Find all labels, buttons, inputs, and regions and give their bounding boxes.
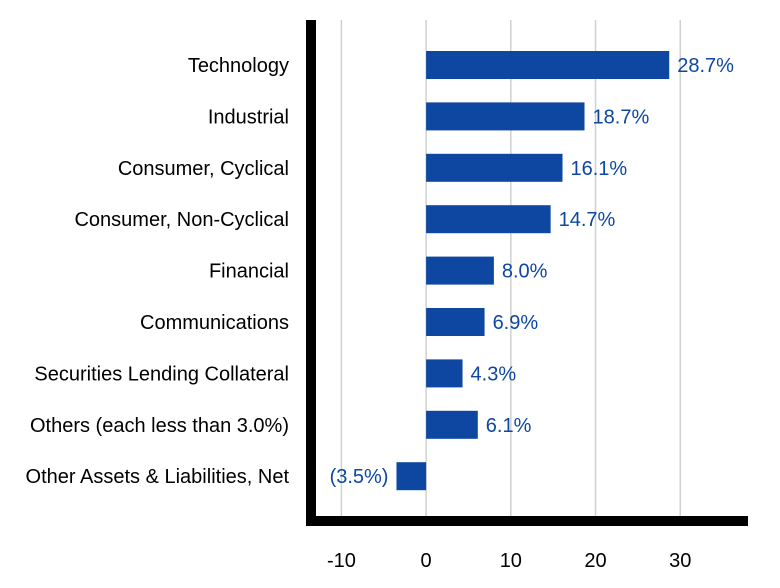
category-label: Others (each less than 3.0%)	[30, 415, 289, 437]
value-label: (3.5%)	[330, 466, 389, 488]
axes	[306, 20, 748, 526]
value-label: 14.7%	[559, 209, 616, 231]
category-label: Consumer, Non-Cyclical	[74, 209, 289, 231]
category-label: Securities Lending Collateral	[34, 363, 289, 385]
bar	[396, 462, 427, 491]
category-label: Technology	[188, 55, 289, 77]
category-label: Consumer, Cyclical	[118, 158, 289, 180]
value-label: 18.7%	[593, 106, 650, 128]
value-label: 4.3%	[471, 363, 517, 385]
bar	[426, 256, 494, 285]
value-labels: 28.7% 18.7% 16.1% 14.7% 8.0% 6.9% 4.3% 6.1% (3.5…	[330, 55, 735, 488]
x-tick-label: 20	[584, 550, 606, 572]
category-label: Other Assets & Liabilities, Net	[26, 466, 290, 488]
bars	[396, 51, 670, 491]
x-tick-labels: -10 0 10 20 30	[327, 550, 691, 572]
x-axis-line	[306, 516, 748, 526]
value-label: 6.1%	[486, 415, 532, 437]
y-axis-line	[306, 20, 316, 526]
bar	[426, 205, 551, 234]
bar	[426, 51, 670, 79]
bar	[426, 153, 563, 182]
value-label: 6.9%	[493, 312, 539, 334]
category-label: Communications	[140, 312, 289, 334]
x-tick-label: 10	[500, 550, 522, 572]
value-label: 28.7%	[677, 55, 734, 77]
x-tick-label: -10	[327, 550, 356, 572]
category-label: Financial	[209, 261, 289, 283]
bar	[426, 410, 478, 439]
bar	[426, 308, 485, 336]
category-labels: Technology Industrial Consumer, Cyclical Co…	[26, 55, 290, 488]
value-label: 16.1%	[570, 158, 627, 180]
category-label: Industrial	[208, 106, 289, 128]
x-tick-label: 30	[669, 550, 691, 572]
bar	[426, 102, 585, 131]
x-tick-label: 0	[421, 550, 432, 572]
value-label: 8.0%	[502, 261, 548, 283]
bar	[426, 359, 463, 388]
